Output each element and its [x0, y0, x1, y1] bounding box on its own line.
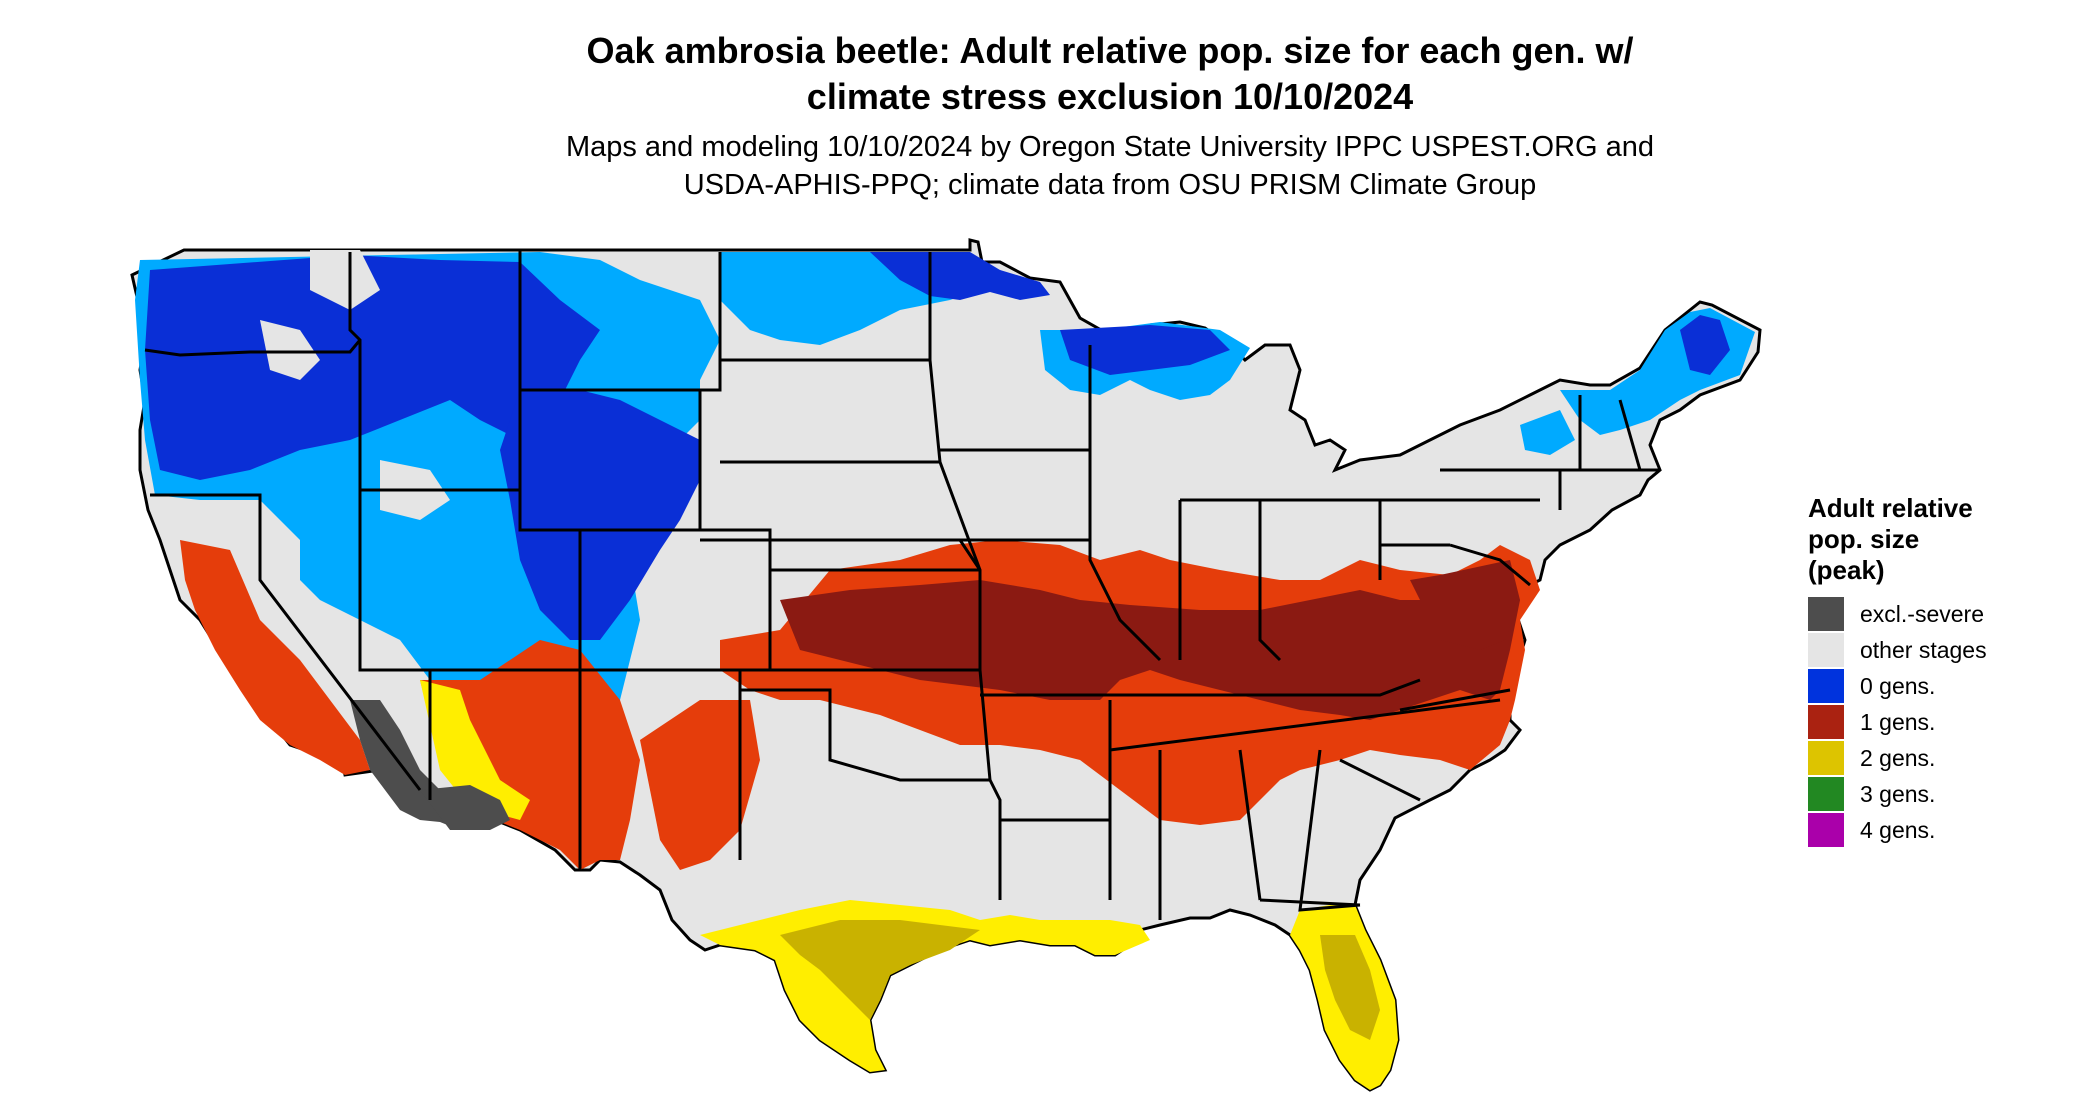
- legend-item-0-gens: 0 gens.: [1808, 668, 2088, 704]
- legend-swatch: [1808, 633, 1844, 667]
- legend-label: 3 gens.: [1860, 780, 1936, 807]
- legend-item-1-gens: 1 gens.: [1808, 704, 2088, 740]
- legend-swatch: [1808, 669, 1844, 703]
- legend-swatch: [1808, 597, 1844, 631]
- two-gen-regions: [420, 680, 1398, 1090]
- legend-item-2-gens: 2 gens.: [1808, 740, 2088, 776]
- zero-gens-regions: [135, 250, 1755, 780]
- legend-item-excl-severe: excl.-severe: [1808, 596, 2088, 632]
- legend-item-other-stages: other stages: [1808, 632, 2088, 668]
- map-title: Oak ambrosia beetle: Adult relative pop.…: [230, 28, 1990, 120]
- legend-title-line-1: Adult relative: [1808, 493, 1973, 523]
- legend-label: 2 gens.: [1860, 744, 1936, 771]
- map-title-line-1: Oak ambrosia beetle: Adult relative pop.…: [586, 30, 1634, 71]
- legend-title-line-3: (peak): [1808, 555, 1885, 585]
- legend-item-4-gens: 4 gens.: [1808, 812, 2088, 848]
- legend-swatch: [1808, 813, 1844, 847]
- excluded-regions: [350, 700, 510, 830]
- legend-label: 4 gens.: [1860, 816, 1936, 843]
- legend-item-3-gens: 3 gens.: [1808, 776, 2088, 812]
- legend-title-line-2: pop. size: [1808, 524, 1920, 554]
- legend-label: 1 gens.: [1860, 708, 1936, 735]
- legend-label: 0 gens.: [1860, 672, 1936, 699]
- map-subtitle-line-1: Maps and modeling 10/10/2024 by Oregon S…: [565, 131, 1655, 163]
- legend-swatch: [1808, 705, 1844, 739]
- legend-label: excl.-severe: [1860, 600, 1984, 627]
- legend-label: other stages: [1860, 636, 1987, 663]
- legend-title: Adult relative pop. size (peak): [1808, 493, 2088, 586]
- map-subtitle-line-2: USDA-APHIS-PPQ; climate data from OSU PR…: [683, 169, 1537, 201]
- map-title-line-2: climate stress exclusion 10/10/2024: [806, 76, 1414, 117]
- state-borders: [144, 250, 1660, 920]
- legend-swatch: [1808, 741, 1844, 775]
- map-legend: Adult relative pop. size (peak) excl.-se…: [1808, 493, 2088, 848]
- map-subtitle: Maps and modeling 10/10/2024 by Oregon S…: [230, 128, 1990, 204]
- legend-swatch: [1808, 777, 1844, 811]
